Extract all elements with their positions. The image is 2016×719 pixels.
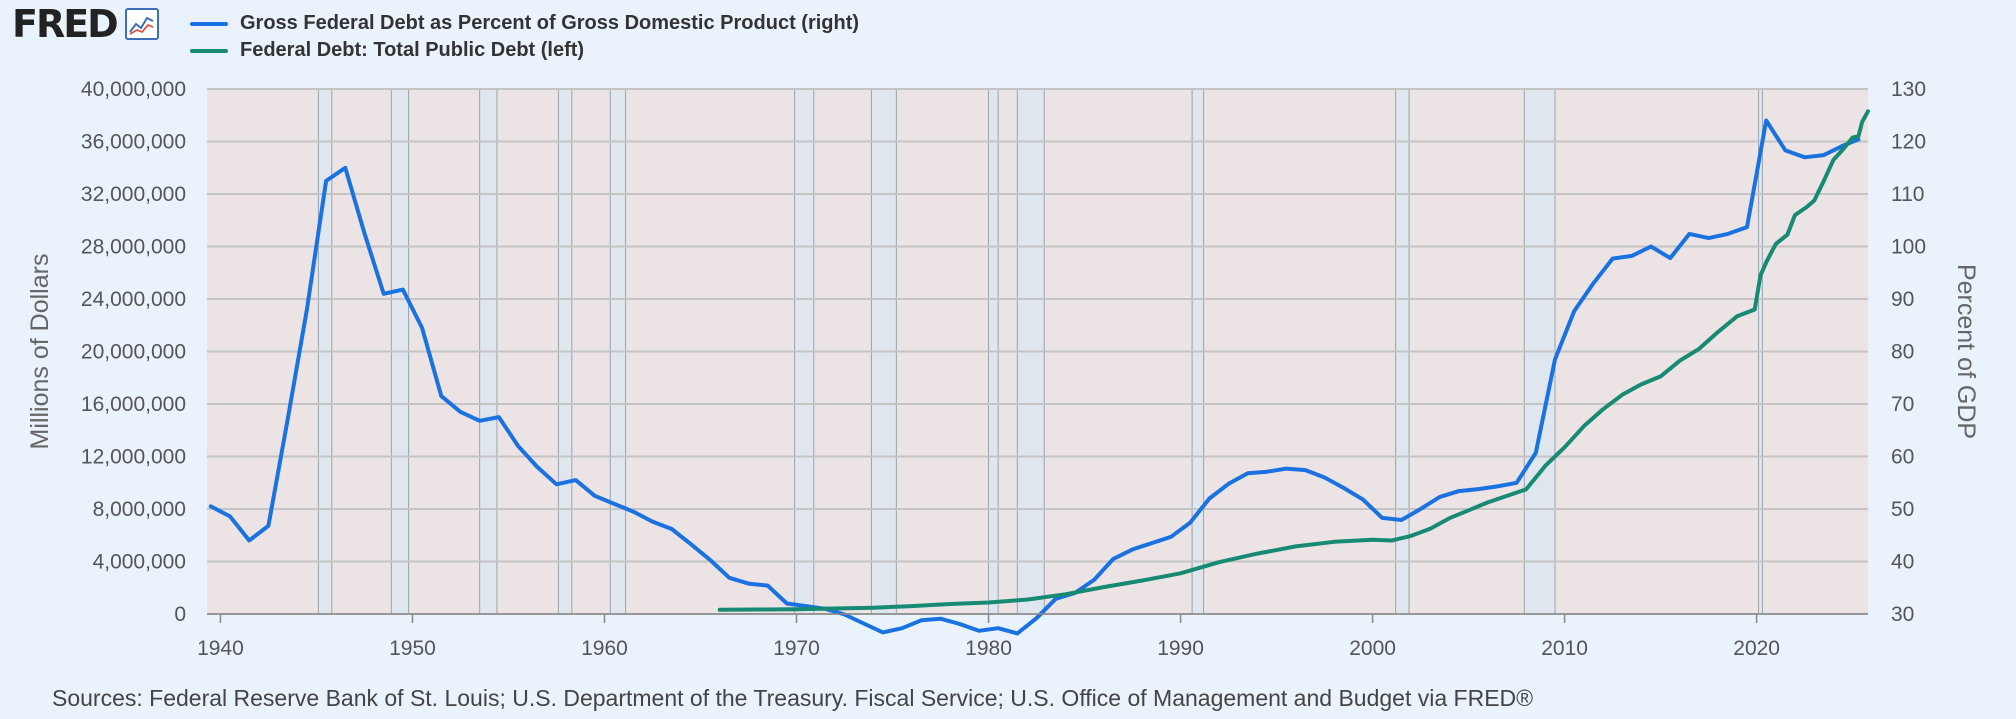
y-tick-label: 16,000,000 — [81, 393, 186, 416]
series-line-gdp-percent — [208, 118, 1861, 636]
y-tick-label: 40,000,000 — [81, 78, 186, 101]
y2-tick-label: 60 — [1891, 446, 1914, 469]
x-tick-label: 1940 — [197, 637, 244, 660]
y2-tick-label: 100 — [1891, 236, 1926, 259]
x-tick-label: 1980 — [965, 637, 1012, 660]
y2-tick-label: 80 — [1891, 341, 1914, 364]
legend-label-gdp-percent: Gross Federal Debt as Percent of Gross D… — [240, 12, 860, 34]
y2-tick-label: 110 — [1891, 183, 1924, 206]
x-tick-label: 1970 — [773, 637, 820, 660]
y2-tick-label: 30 — [1891, 603, 1914, 626]
x-tick-label: 1960 — [581, 637, 628, 660]
legend-swatch-total-debt — [190, 48, 228, 53]
y2-axis-title: Percent of GDP — [1952, 264, 1980, 439]
y2-tick-label: 50 — [1891, 498, 1914, 521]
y2-tick-label: 130 — [1891, 78, 1926, 101]
line-chart-icon — [124, 8, 159, 40]
y-tick-label: 36,000,000 — [81, 131, 186, 154]
y-tick-label: 32,000,000 — [81, 183, 186, 206]
legend-label-total-debt: Federal Debt: Total Public Debt (left) — [240, 39, 585, 61]
x-tick-label: 2010 — [1541, 637, 1588, 660]
x-tick-label: 2020 — [1733, 637, 1780, 660]
y-tick-label: 4,000,000 — [93, 551, 186, 574]
y-tick-label: 24,000,000 — [81, 288, 186, 311]
chart-legend: Gross Federal Debt as Percent of Gross D… — [190, 10, 859, 64]
y2-tick-label: 40 — [1891, 551, 1914, 574]
legend-swatch-gdp-percent — [190, 21, 228, 26]
x-tick-label: 2000 — [1349, 637, 1396, 660]
y-tick-label: 20,000,000 — [81, 341, 186, 364]
y-tick-label: 28,000,000 — [81, 236, 186, 259]
x-tick-label: 1950 — [389, 637, 436, 660]
fred-logo: FRED — [12, 2, 159, 46]
legend-item-total-debt[interactable]: Federal Debt: Total Public Debt (left) — [190, 37, 859, 64]
x-tick-label: 1990 — [1157, 637, 1204, 660]
y-tick-label: 12,000,000 — [81, 446, 186, 469]
legend-item-gdp-percent[interactable]: Gross Federal Debt as Percent of Gross D… — [190, 10, 859, 37]
fred-logo-text: FRED — [12, 2, 119, 46]
y2-tick-label: 90 — [1891, 288, 1914, 311]
y-axis-title: Millions of Dollars — [26, 254, 54, 450]
y-tick-label: 8,000,000 — [93, 498, 186, 521]
source-note: Sources: Federal Reserve Bank of St. Lou… — [52, 685, 1534, 711]
y2-tick-label: 120 — [1891, 131, 1926, 154]
series-line-total-debt — [717, 109, 1870, 612]
y-tick-label: 0 — [174, 603, 186, 626]
y2-tick-label: 70 — [1891, 393, 1914, 416]
